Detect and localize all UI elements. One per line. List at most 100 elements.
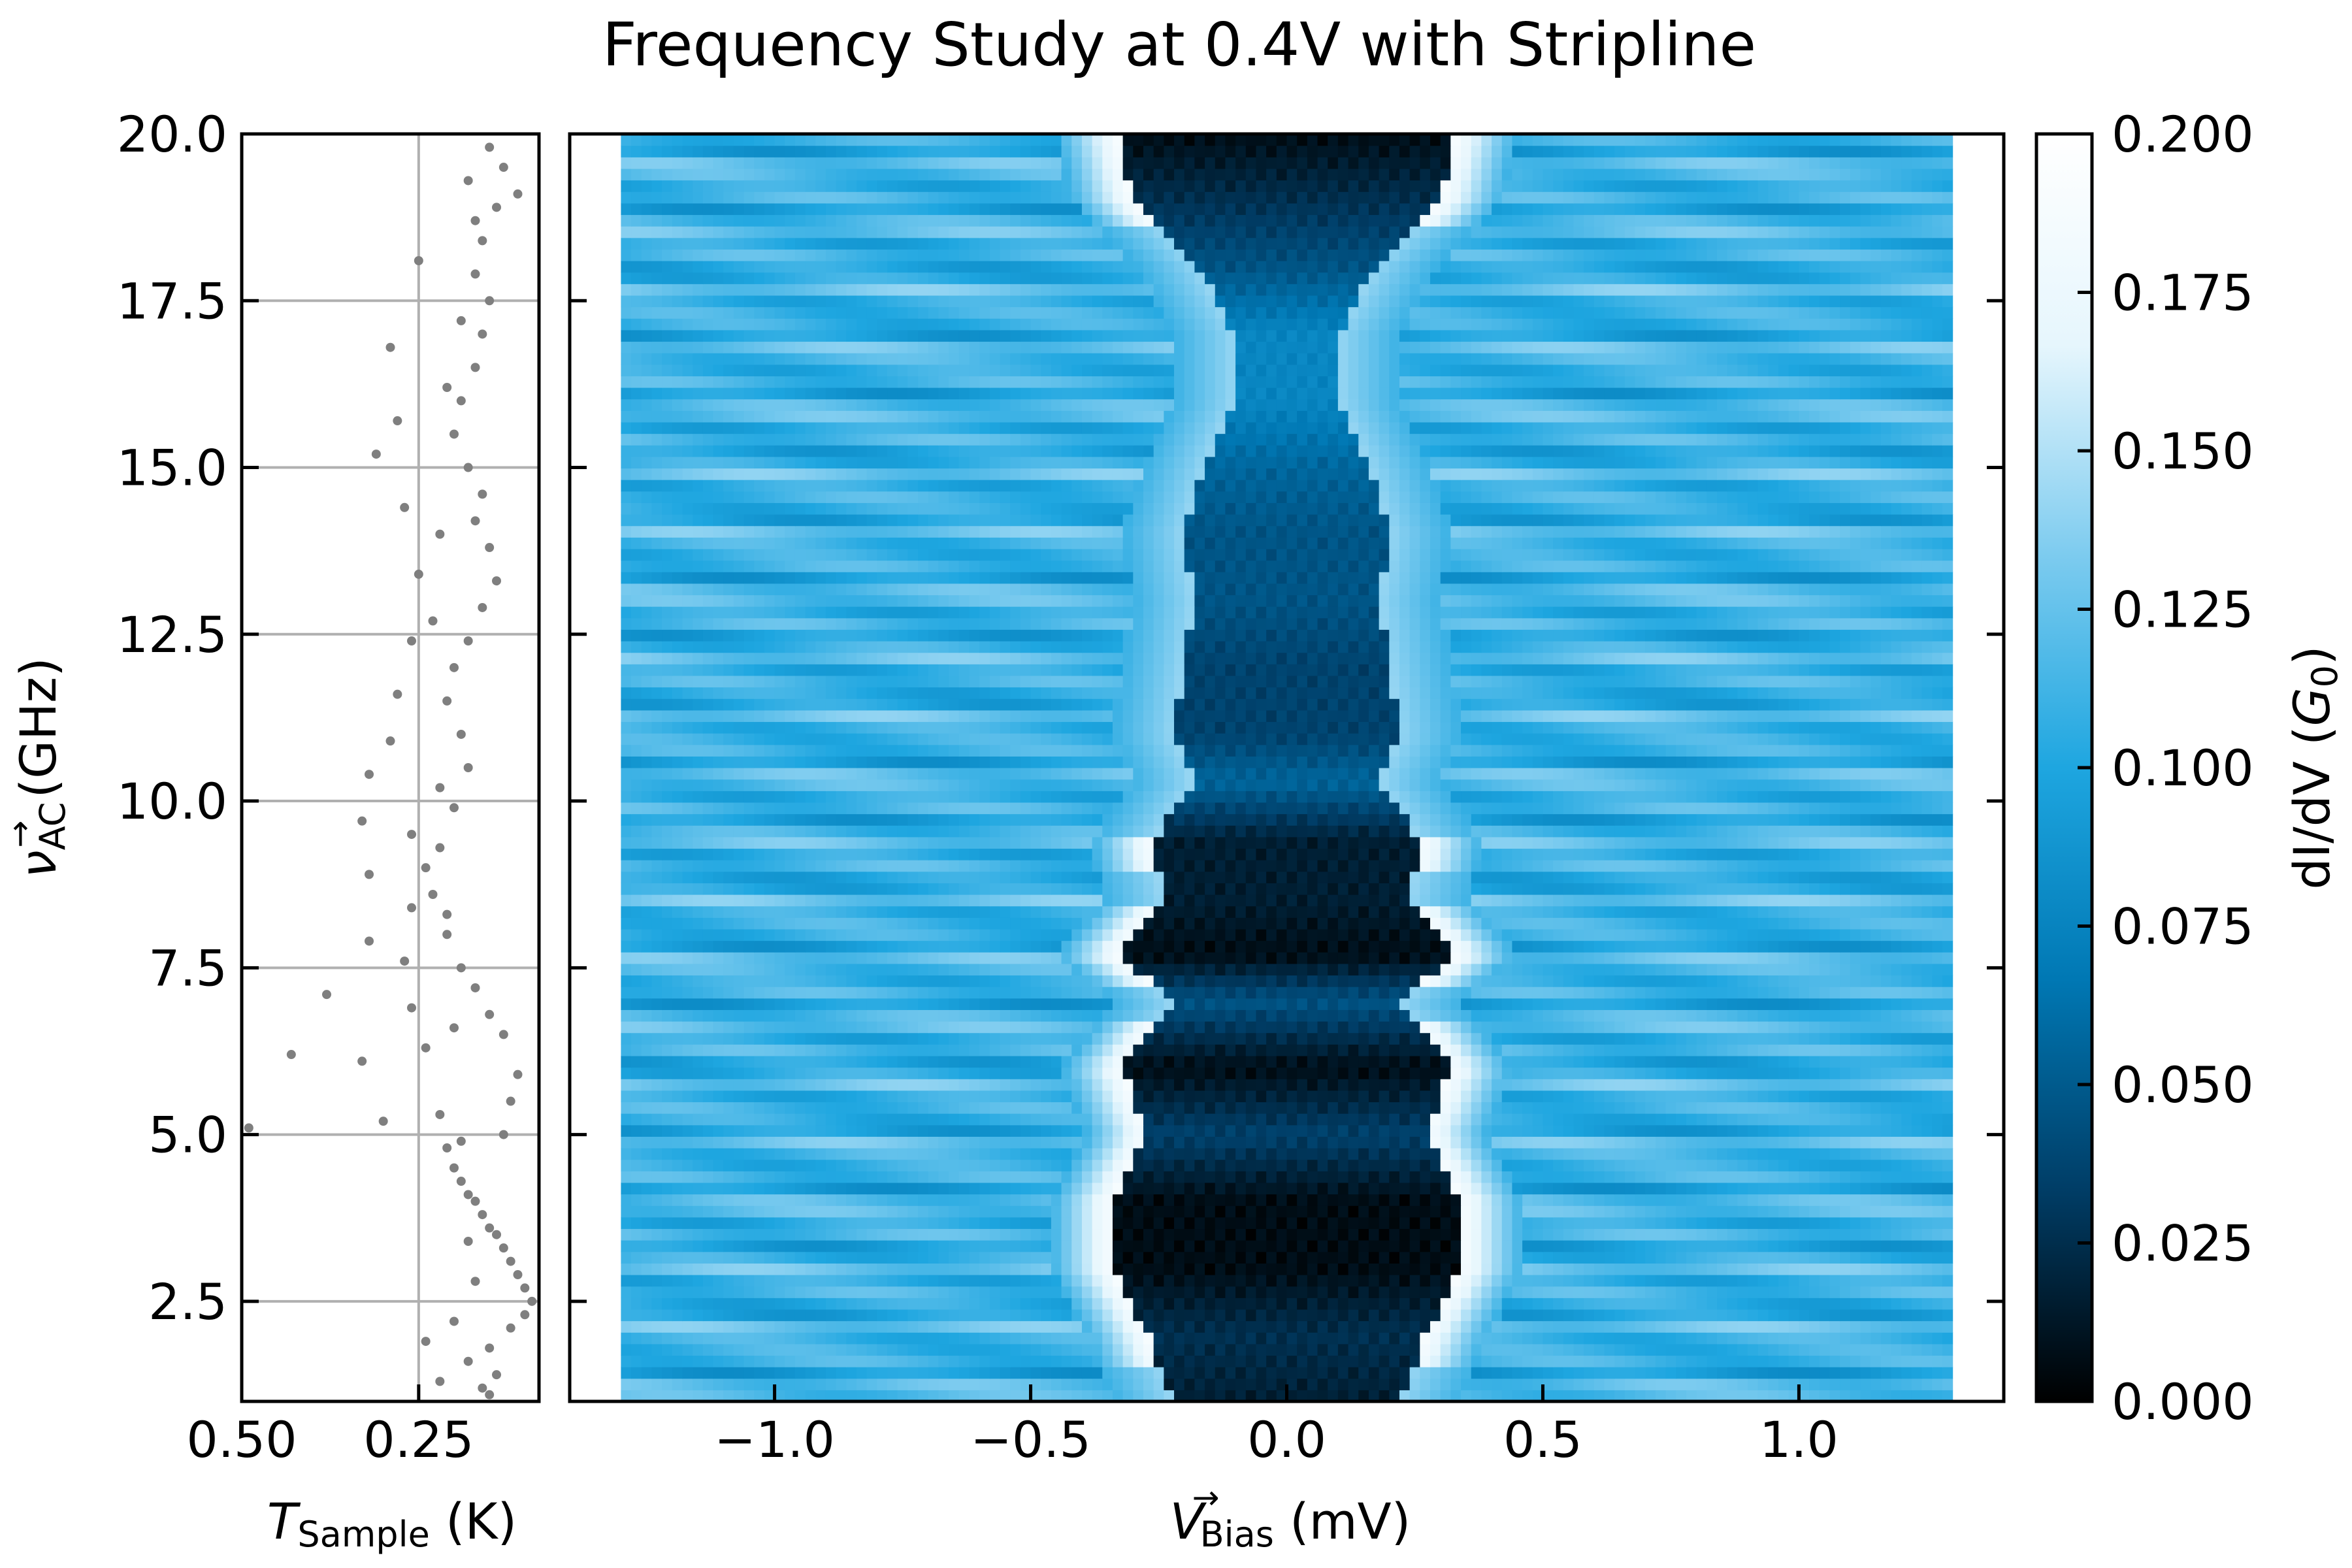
heatmap-cell	[1512, 1332, 1523, 1345]
heatmap-cell	[1102, 1171, 1113, 1183]
heatmap-cell	[1840, 1275, 1851, 1287]
heatmap-cell	[989, 1275, 1001, 1287]
heatmap-cell	[1778, 1136, 1789, 1149]
heatmap-cell	[1000, 963, 1011, 976]
heatmap-cell	[1553, 1159, 1564, 1171]
heatmap-cell	[1901, 1228, 1912, 1241]
heatmap-cell	[1891, 1079, 1902, 1091]
heatmap-cell	[1020, 998, 1032, 1010]
heatmap-cell	[1061, 1021, 1072, 1034]
heatmap-cell	[1635, 975, 1646, 987]
heatmap-cell	[1256, 1378, 1267, 1390]
heatmap-cell	[1788, 1286, 1800, 1298]
heatmap-cell	[723, 963, 734, 976]
heatmap-cell	[1440, 1124, 1451, 1137]
heatmap-cell	[1665, 1343, 1676, 1356]
heatmap-cell	[1942, 1309, 1953, 1322]
heatmap-cell	[743, 1044, 755, 1056]
heatmap-cell	[1655, 1286, 1667, 1298]
heatmap-cell	[897, 1102, 908, 1114]
heatmap-cell	[1696, 1217, 1707, 1230]
heatmap-cell	[1112, 1309, 1124, 1322]
heatmap-cell	[1010, 1171, 1021, 1183]
heatmap-cell	[815, 1079, 826, 1091]
heatmap-cell	[1901, 1298, 1912, 1310]
heatmap-cell	[1112, 1205, 1124, 1218]
heatmap-cell	[1358, 1298, 1369, 1310]
heatmap-cell	[1194, 1124, 1205, 1137]
heatmap-cell	[1471, 1113, 1482, 1126]
heatmap-cell	[621, 1136, 632, 1149]
heatmap-cell	[1215, 1320, 1226, 1333]
heatmap-cell	[1696, 975, 1707, 987]
heatmap-cell	[989, 1355, 1001, 1367]
heatmap-cell	[1368, 1021, 1380, 1034]
heatmap-cell	[887, 1113, 898, 1126]
heatmap-cell	[1614, 1079, 1625, 1091]
heatmap-cell	[1614, 1343, 1625, 1356]
heatmap-cell	[1645, 1113, 1656, 1126]
heatmap-cell	[979, 1240, 990, 1252]
heatmap-cell	[1461, 1286, 1472, 1298]
heatmap-cell	[1840, 1079, 1851, 1091]
heatmap-cell	[1799, 1021, 1810, 1034]
heatmap-cell	[1461, 1090, 1472, 1103]
heatmap-cell	[1399, 1090, 1411, 1103]
heatmap-cell	[702, 1136, 714, 1149]
heatmap-cell	[1307, 1009, 1318, 1022]
heatmap-cell	[1860, 1194, 1871, 1206]
heatmap-cell	[1041, 1113, 1052, 1126]
heatmap-cell	[1840, 1332, 1851, 1345]
heatmap-cell	[1614, 1032, 1625, 1045]
heatmap-cell	[1071, 1009, 1083, 1022]
heatmap-cell	[918, 998, 929, 1010]
heatmap-cell	[949, 1113, 960, 1126]
heatmap-cell	[1553, 1217, 1564, 1230]
heatmap-cell	[1901, 1136, 1912, 1149]
heatmap-cell	[1891, 1205, 1902, 1218]
heatmap-cell	[918, 1055, 929, 1068]
heatmap-cell	[1932, 1251, 1943, 1264]
heatmap-cell	[1071, 1332, 1083, 1345]
heatmap-cell	[1512, 1228, 1523, 1241]
heatmap-cell	[794, 1275, 806, 1287]
heatmap-cell	[1778, 1067, 1789, 1079]
heatmap-cell	[1932, 1102, 1943, 1114]
heatmap-cell	[1399, 1309, 1411, 1322]
heatmap-cell	[836, 1378, 847, 1390]
heatmap-cell	[1102, 1286, 1113, 1298]
heatmap-cell	[1051, 1194, 1062, 1206]
heatmap-cell	[1420, 1055, 1431, 1068]
heatmap-cell	[1573, 1159, 1584, 1171]
heatmap-cell	[1809, 1032, 1820, 1045]
heatmap-cell	[1819, 1378, 1831, 1390]
heatmap-cell	[1471, 1009, 1482, 1022]
heatmap-cell	[1593, 1378, 1605, 1390]
heatmap-cell	[1553, 1309, 1564, 1322]
heatmap-cell	[1122, 1240, 1134, 1252]
heatmap-cell	[1778, 1275, 1789, 1287]
heatmap-cell	[1880, 1228, 1892, 1241]
heatmap-cell	[1788, 1136, 1800, 1149]
heatmap-cell	[1665, 1124, 1676, 1137]
heatmap-cell	[805, 1009, 816, 1022]
heatmap-cell	[1604, 1124, 1615, 1137]
heatmap-cell	[877, 1228, 888, 1241]
heatmap-cell	[1328, 1148, 1339, 1160]
heatmap-cell	[877, 998, 888, 1010]
heatmap-cell	[1409, 1298, 1420, 1310]
heatmap-cell	[928, 1136, 939, 1149]
heatmap-cell	[743, 1275, 755, 1287]
heatmap-cell	[1420, 1240, 1431, 1252]
heatmap-cell	[1665, 1390, 1676, 1402]
heatmap-cell	[1563, 1378, 1575, 1390]
heatmap-cell	[1256, 1367, 1267, 1379]
heatmap-cell	[1337, 1263, 1349, 1275]
heatmap-cell	[702, 1332, 714, 1345]
heatmap-cell	[1071, 1067, 1083, 1079]
heatmap-cell	[1081, 1194, 1093, 1206]
frequency-tick-label: 10.0	[117, 772, 227, 830]
heatmap-cell	[866, 1055, 877, 1068]
heatmap-cell	[1696, 1343, 1707, 1356]
heatmap-cell	[1604, 1171, 1615, 1183]
